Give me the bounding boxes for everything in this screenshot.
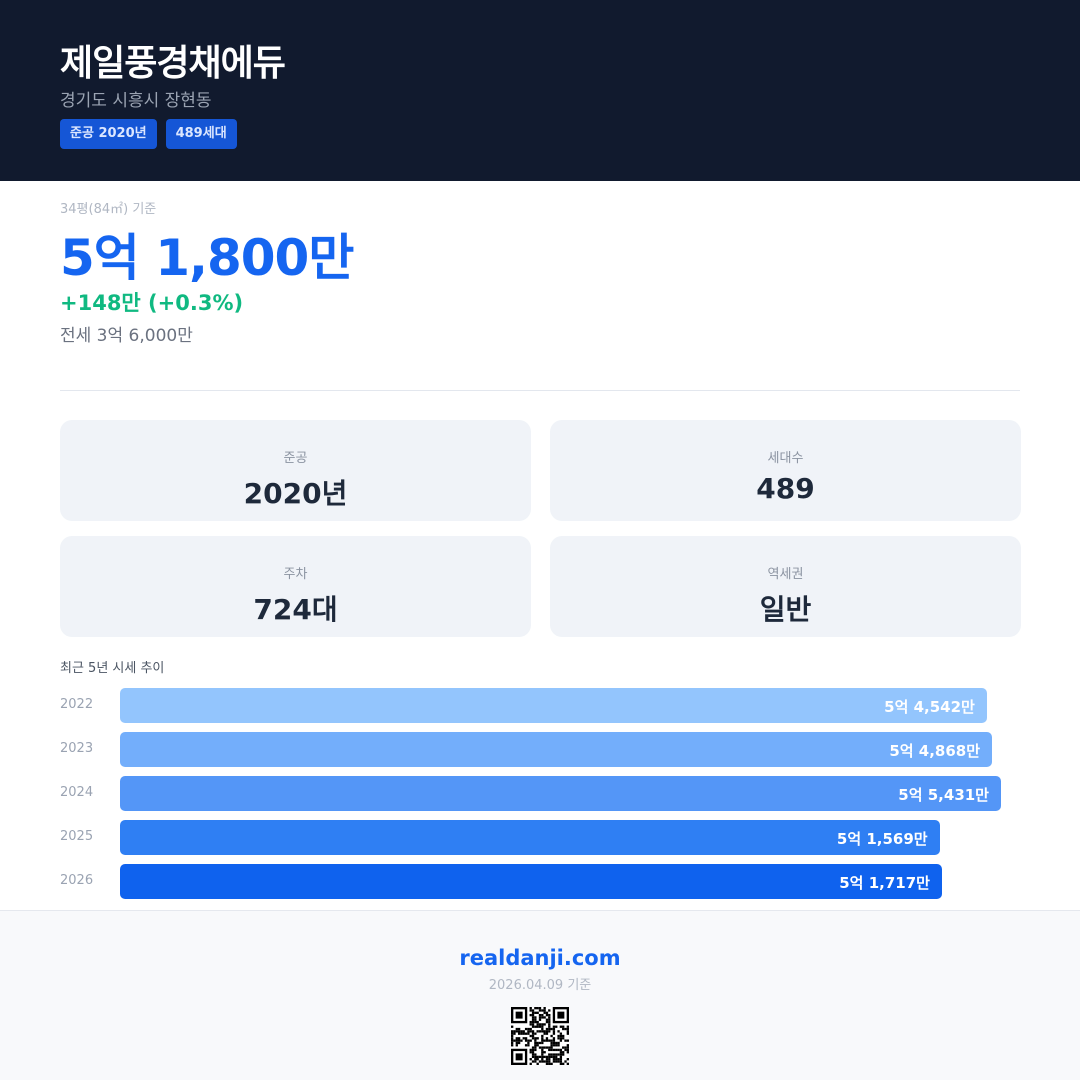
chart-row: 2022 5억 4,542만: [60, 688, 1020, 723]
stat-card-built: 준공 2020년: [60, 420, 531, 521]
stat-value: 724대: [253, 593, 338, 626]
price-basis: 34평(84㎡) 기준: [60, 202, 157, 217]
bar-label: 5억 1,569만: [836, 830, 928, 848]
price-value: 5억 1,800만: [60, 229, 354, 287]
address: 경기도 시흥시 장현동: [60, 91, 212, 111]
bar: 5억 4,868만: [120, 732, 993, 767]
header: 제일풍경채에듀 경기도 시흥시 장현동 준공 2020년 489세대: [0, 0, 1080, 181]
footer: realdanji.com 2026.04.09 기준: [0, 910, 1080, 1080]
complex-title: 제일풍경채에듀: [60, 43, 286, 84]
chart-row: 2023 5억 4,868만: [60, 732, 1020, 767]
chart-row: 2024 5억 5,431만: [60, 776, 1020, 811]
badge-built-year: 준공 2020년: [60, 119, 157, 149]
bar: 5억 4,542만: [120, 688, 987, 723]
bar-label: 5억 5,431만: [898, 786, 989, 804]
chart-title: 최근 5년 시세 추이: [60, 661, 165, 676]
year-label: 2023: [60, 741, 94, 756]
stat-card-parking: 주차 724대: [60, 536, 531, 637]
stat-label: 세대수: [767, 451, 804, 466]
site-link[interactable]: realdanji.com: [459, 946, 621, 970]
divider: [60, 390, 1020, 391]
stat-label: 주차: [283, 567, 308, 582]
stat-value: 일반: [759, 593, 812, 626]
year-label: 2026: [60, 873, 94, 888]
qr-code-icon: [511, 1007, 569, 1065]
bar: 5억 5,431만: [120, 776, 1001, 811]
chart-row: 2026 5억 1,717만: [60, 864, 1020, 899]
bar-label: 5억 1,717만: [839, 874, 930, 892]
data-date: 2026.04.09 기준: [488, 978, 592, 993]
bar: 5억 1,569만: [120, 820, 940, 855]
jeonse-price: 전세 3억 6,000만: [60, 326, 193, 346]
chart-row: 2025 5억 1,569만: [60, 820, 1020, 855]
year-label: 2024: [60, 785, 94, 800]
bar-label: 5억 4,542만: [884, 698, 975, 716]
bar: 5억 1,717만: [120, 864, 942, 899]
price-change: +148만 (+0.3%): [60, 291, 244, 315]
year-label: 2025: [60, 829, 94, 844]
stat-value: 2020년: [243, 477, 348, 510]
badge-households: 489세대: [165, 119, 237, 149]
stat-card-households: 세대수 489: [550, 420, 1021, 521]
year-label: 2022: [60, 697, 94, 712]
bar-label: 5억 4,868만: [889, 742, 981, 760]
stat-value: 489: [756, 472, 815, 505]
stat-label: 역세권: [767, 567, 804, 582]
stat-label: 준공: [283, 451, 308, 466]
